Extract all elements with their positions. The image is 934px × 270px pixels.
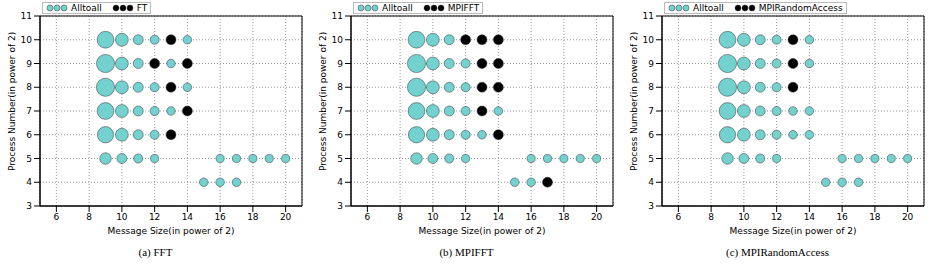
svg-text:6: 6 (648, 130, 654, 140)
svg-text:8: 8 (26, 82, 32, 92)
svg-text:12: 12 (149, 212, 160, 222)
svg-text:4: 4 (337, 177, 343, 187)
svg-text:9: 9 (648, 59, 654, 69)
svg-text:8: 8 (337, 82, 343, 92)
svg-text:5: 5 (648, 154, 654, 164)
svg-text:Process Number(in power of 2): Process Number(in power of 2) (629, 32, 639, 171)
svg-text:4: 4 (26, 177, 32, 187)
html-text:FT: FT (136, 3, 148, 13)
svg-text:20: 20 (280, 212, 292, 222)
html-text:(c) MPIRandomAccess: (c) MPIRandomAccess (726, 246, 829, 258)
html-text:(a) FFT: (a) FFT (138, 246, 173, 258)
svg-text:Message Size(in power of 2): Message Size(in power of 2) (108, 226, 235, 236)
svg-text:16: 16 (836, 212, 848, 222)
svg-text:18: 18 (558, 212, 570, 222)
svg-text:10: 10 (332, 35, 344, 45)
svg-text:5: 5 (26, 154, 32, 164)
svg-text:14: 14 (182, 212, 194, 222)
svg-text:8: 8 (648, 82, 654, 92)
svg-text:9: 9 (337, 59, 343, 69)
svg-text:6: 6 (26, 130, 32, 140)
svg-text:7: 7 (26, 106, 32, 116)
svg-text:11: 11 (332, 11, 343, 21)
svg-text:20: 20 (591, 212, 603, 222)
svg-text:5: 5 (337, 154, 343, 164)
html-text:Alltoall: Alltoall (382, 3, 413, 13)
svg-text:3: 3 (337, 201, 343, 211)
svg-text:14: 14 (804, 212, 816, 222)
svg-text:16: 16 (214, 212, 226, 222)
svg-text:3: 3 (26, 201, 32, 211)
svg-text:10: 10 (643, 35, 655, 45)
svg-text:Process Number(in power of 2): Process Number(in power of 2) (8, 32, 17, 171)
svg-text:10: 10 (21, 35, 33, 45)
svg-text:20: 20 (902, 212, 914, 222)
svg-text:9: 9 (26, 59, 32, 69)
svg-text:11: 11 (21, 11, 32, 21)
html-text:MPIRandomAccess: MPIRandomAccess (758, 3, 843, 13)
svg-text:7: 7 (648, 106, 654, 116)
svg-text:6: 6 (676, 212, 682, 222)
svg-text:Message Size(in power of 2): Message Size(in power of 2) (419, 226, 546, 236)
svg-text:3: 3 (648, 201, 654, 211)
svg-text:Process Number(in power of 2): Process Number(in power of 2) (318, 32, 328, 171)
svg-text:6: 6 (54, 212, 60, 222)
svg-text:8: 8 (86, 212, 92, 222)
svg-text:18: 18 (247, 212, 259, 222)
svg-text:18: 18 (869, 212, 881, 222)
svg-text:10: 10 (116, 212, 128, 222)
html-text:(b) MPIFFT: (b) MPIFFT (439, 246, 494, 258)
html-text:MPIFFT: MPIFFT (447, 3, 480, 13)
svg-text:16: 16 (525, 212, 537, 222)
svg-text:8: 8 (708, 212, 714, 222)
html-text:Alltoall: Alltoall (693, 3, 724, 13)
svg-text:10: 10 (427, 212, 439, 222)
html-text:Alltoall: Alltoall (71, 3, 102, 13)
svg-text:11: 11 (643, 11, 654, 21)
svg-text:Message Size(in power of 2): Message Size(in power of 2) (730, 226, 857, 236)
svg-text:14: 14 (493, 212, 505, 222)
svg-text:10: 10 (738, 212, 750, 222)
svg-text:12: 12 (771, 212, 782, 222)
svg-text:4: 4 (648, 177, 654, 187)
svg-text:6: 6 (365, 212, 371, 222)
svg-text:6: 6 (337, 130, 343, 140)
svg-text:7: 7 (337, 106, 343, 116)
svg-text:12: 12 (460, 212, 471, 222)
svg-text:8: 8 (397, 212, 403, 222)
